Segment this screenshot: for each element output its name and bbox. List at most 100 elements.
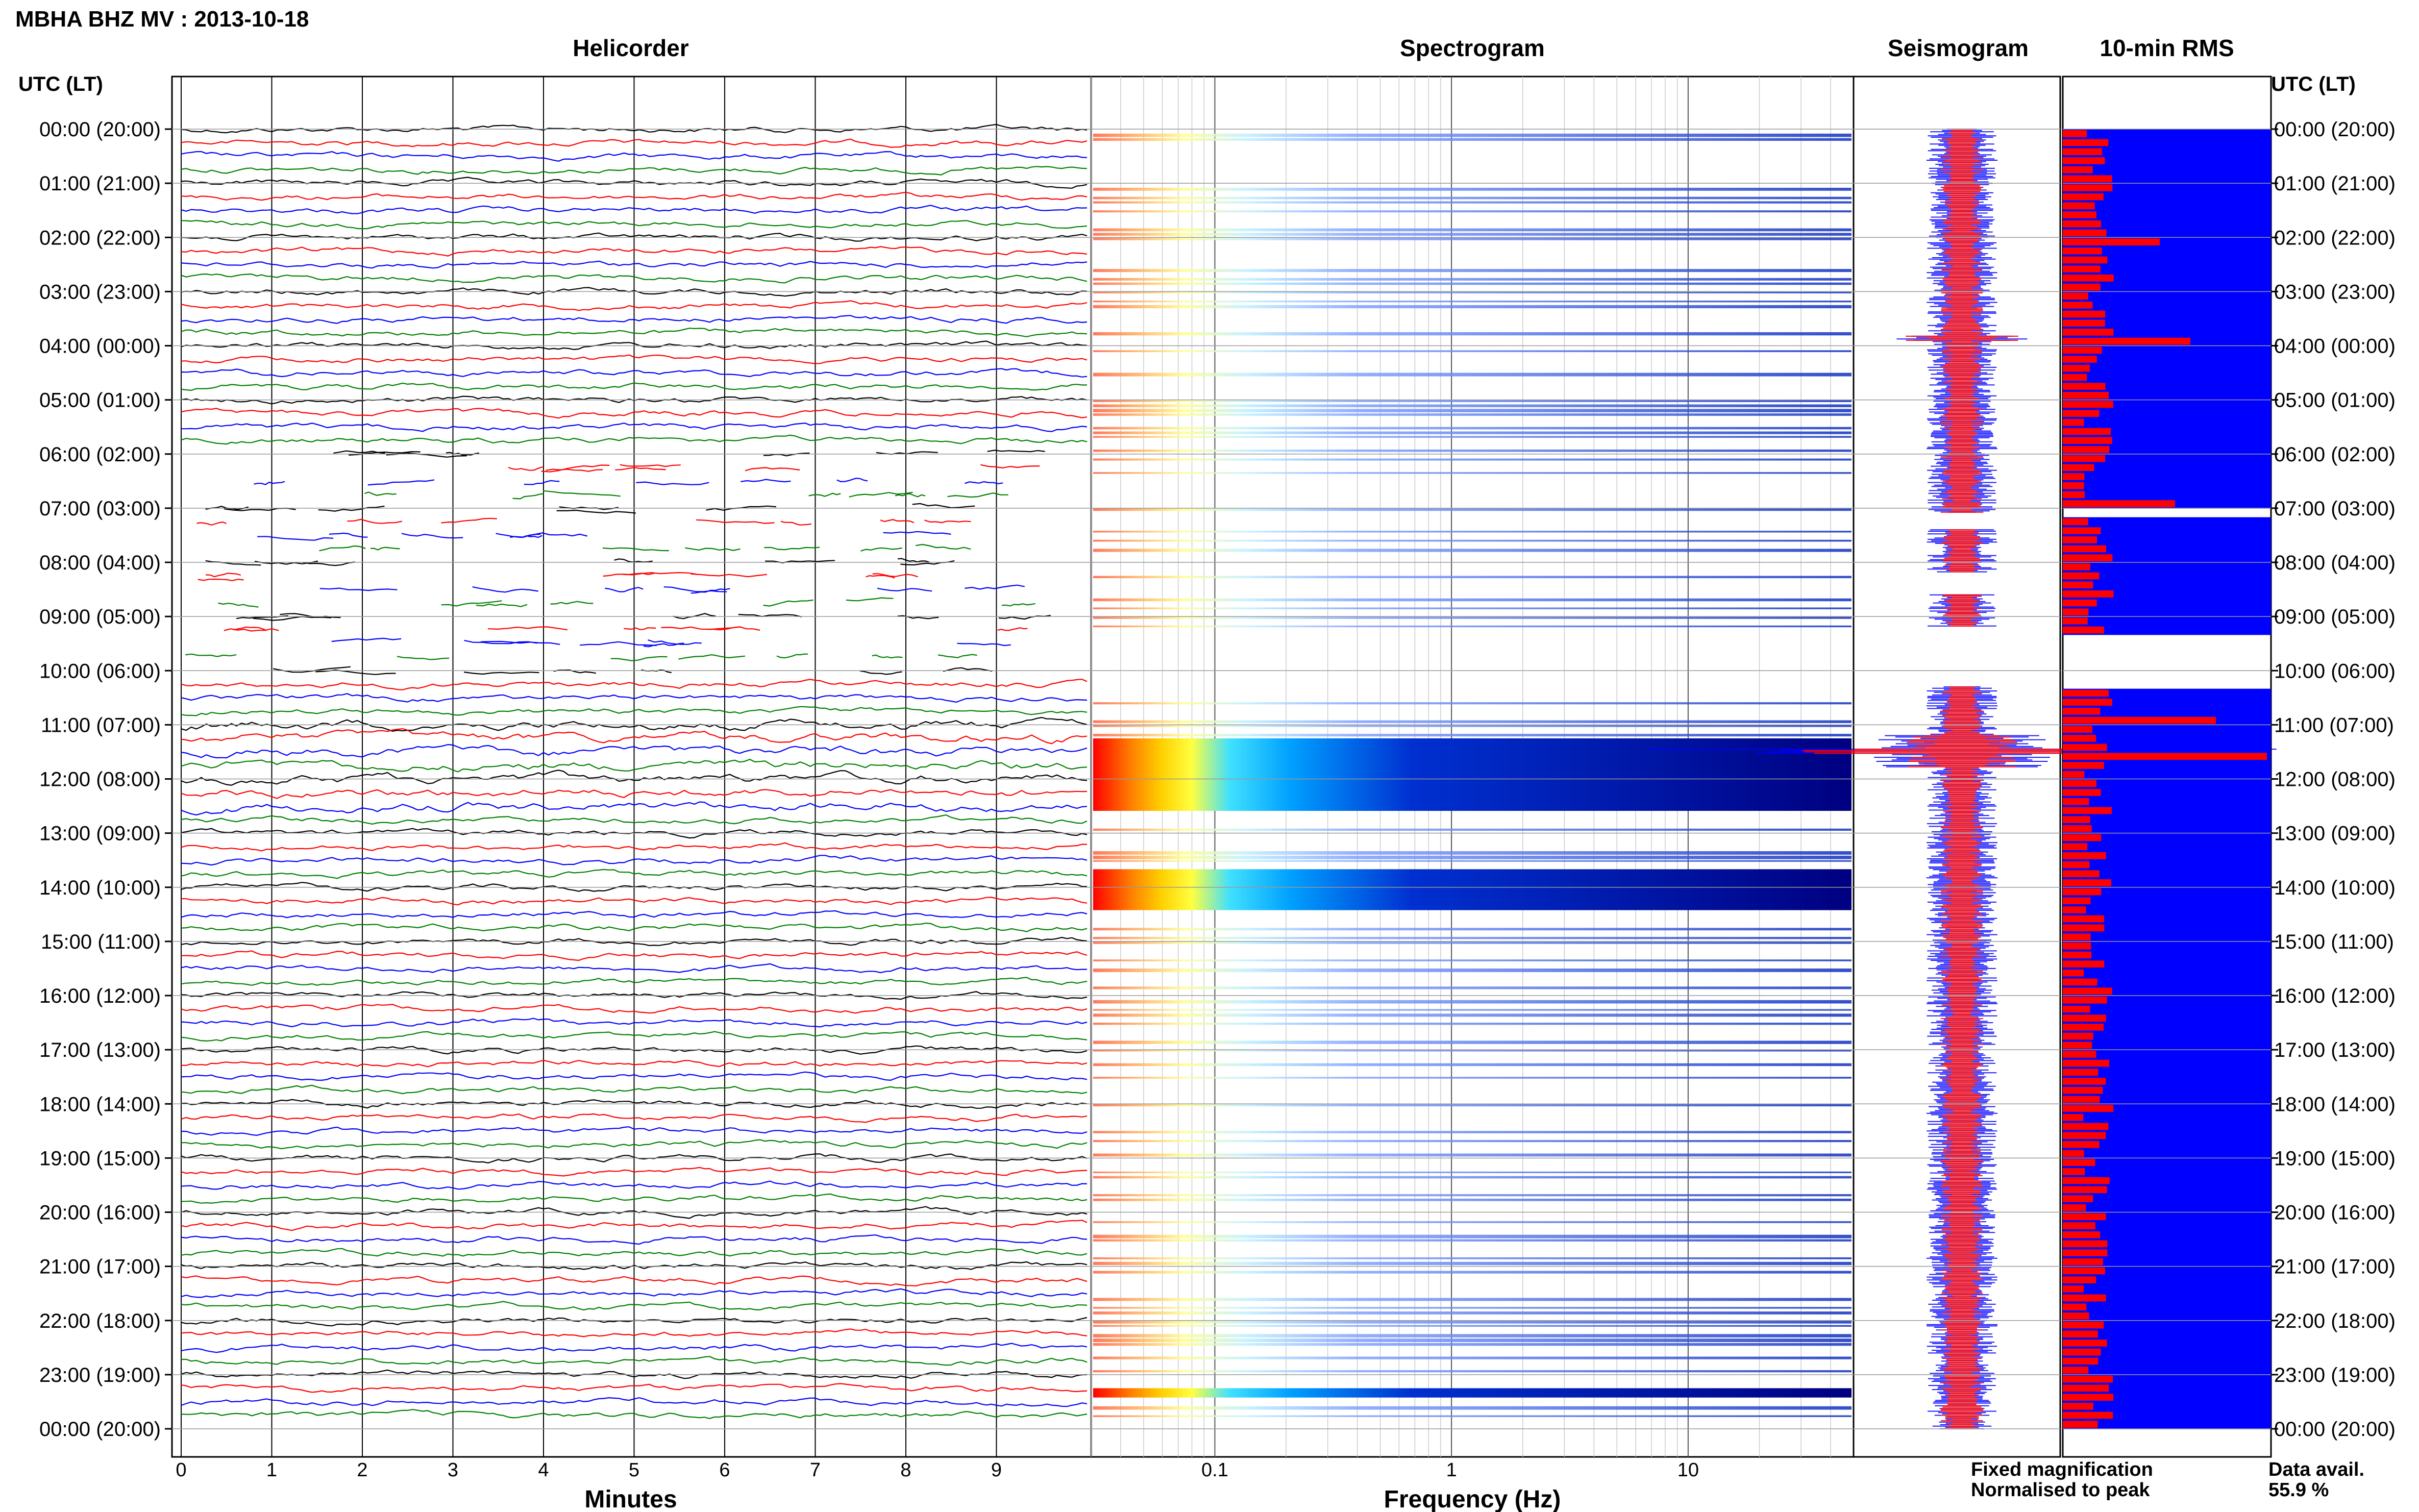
- helicorder-trace: [319, 545, 366, 552]
- helicorder-trace: [181, 693, 1088, 703]
- left-time-label: 17:00 (13:00): [39, 1039, 161, 1061]
- right-time-label: 01:00 (21:00): [2274, 172, 2396, 195]
- helicorder-trace: [257, 536, 334, 541]
- helicorder-trace: [776, 653, 808, 659]
- rms-bar: [2063, 861, 2090, 869]
- rms-background-row: [2063, 1366, 2271, 1375]
- rms-background-row: [2063, 914, 2271, 924]
- rms-bar: [2063, 816, 2090, 823]
- helicorder-trace: [181, 1397, 1088, 1407]
- helicorder-trace: [872, 654, 903, 659]
- legend-normalised-to-peak: Normalised to peak: [1971, 1479, 2150, 1501]
- right-time-label: 09:00 (05:00): [2274, 606, 2396, 628]
- helicorder-trace: [181, 855, 1088, 866]
- rms-background-row: [2063, 887, 2271, 897]
- spectrogram-row: [1093, 891, 1852, 897]
- helicorder-trace: [937, 654, 977, 658]
- spectrogram-row: [1093, 1077, 1852, 1079]
- helicorder-trace: [849, 491, 913, 498]
- rms-background-row: [2063, 815, 2271, 825]
- spectrogram-row: [1093, 291, 1852, 293]
- helicorder-xtick-label: 4: [538, 1459, 549, 1481]
- rms-bar: [2063, 1086, 2103, 1094]
- helicorder-trace: [624, 627, 656, 630]
- spectrogram-row: [1093, 233, 1852, 236]
- helicorder-trace: [947, 492, 1008, 498]
- rms-bar: [2063, 310, 2106, 318]
- right-time-label: 12:00 (08:00): [2274, 769, 2396, 791]
- spectrogram-row: [1093, 779, 1852, 784]
- rms-bar: [2063, 319, 2105, 327]
- helicorder-trace: [181, 1004, 1088, 1014]
- rms-background-row: [2063, 1158, 2271, 1168]
- rms-background-row: [2063, 571, 2271, 581]
- helicorder-trace: [181, 1220, 1088, 1231]
- helicorder-trace: [605, 586, 644, 592]
- helicorder-trace: [181, 1071, 1088, 1081]
- right-time-label: 23:00 (19:00): [2274, 1364, 2396, 1386]
- spectrogram-row: [1093, 770, 1852, 775]
- spectrogram-row: [1093, 449, 1852, 452]
- rms-background-row: [2063, 328, 2271, 337]
- helicorder-trace: [181, 408, 1088, 419]
- spectrogram-row: [1093, 539, 1852, 542]
- rms-background-row: [2063, 1050, 2271, 1059]
- rms-background-row: [2063, 490, 2271, 500]
- spectrogram-row: [1093, 409, 1852, 412]
- rms-background-row: [2063, 291, 2271, 301]
- helicorder-trace: [181, 1180, 1088, 1190]
- rms-background-row: [2063, 761, 2271, 771]
- rms-bar: [2063, 229, 2107, 237]
- helicorder-trace: [181, 897, 1088, 906]
- helicorder-trace: [556, 509, 636, 514]
- spectrogram-row: [1093, 1406, 1852, 1410]
- spectrogram-row: [1093, 1298, 1852, 1301]
- rms-background-row: [2063, 418, 2271, 428]
- right-time-label: 16:00 (12:00): [2274, 985, 2396, 1007]
- rms-background-row: [2063, 390, 2271, 401]
- right-time-label: 13:00 (09:00): [2274, 823, 2396, 845]
- rms-background-row: [2063, 129, 2271, 139]
- spectrogram-row: [1093, 1176, 1852, 1179]
- rms-background-row: [2063, 698, 2271, 707]
- helicorder-trace: [546, 468, 603, 472]
- rms-bar: [2063, 428, 2111, 435]
- rms-background-row: [2063, 1212, 2271, 1222]
- spectrogram-row: [1093, 1339, 1852, 1343]
- rms-background-row: [2063, 1140, 2271, 1150]
- rms-bar: [2063, 247, 2102, 255]
- helicorder-trace: [319, 587, 398, 591]
- rms-bar: [2063, 1059, 2110, 1067]
- left-time-label: 20:00 (16:00): [39, 1202, 161, 1224]
- spectrogram-row: [1093, 1221, 1852, 1223]
- helicorder-xtick-label: 6: [719, 1459, 730, 1481]
- left-time-label: 16:00 (12:00): [39, 985, 161, 1007]
- helicorder-trace: [997, 627, 1028, 631]
- rms-background-row: [2063, 355, 2271, 364]
- left-time-label: 12:00 (08:00): [39, 769, 161, 791]
- spectrogram-row: [1093, 508, 1852, 511]
- helicorder-trace: [181, 382, 1088, 391]
- rms-bar: [2063, 933, 2091, 940]
- rms-bar: [2063, 148, 2103, 156]
- rms-background-row: [2063, 842, 2271, 852]
- rms-background-row: [2063, 607, 2271, 617]
- rms-background-row: [2063, 1058, 2271, 1069]
- rms-bar: [2063, 825, 2092, 832]
- rms-background-row: [2063, 1275, 2271, 1285]
- helicorder-trace: [512, 493, 544, 500]
- rms-background-row: [2063, 851, 2271, 861]
- rms-bar: [2063, 780, 2096, 787]
- spectrogram-xtick-label: 0.1: [1201, 1459, 1228, 1481]
- rms-background-row: [2063, 454, 2271, 464]
- rms-bar: [2063, 915, 2104, 923]
- helicorder-trace: [181, 273, 1088, 284]
- rms-bar: [2063, 374, 2087, 381]
- rms-background-row: [2063, 734, 2271, 743]
- rms-background-row: [2063, 833, 2271, 843]
- rms-bar: [2063, 997, 2107, 1004]
- helicorder-trace: [181, 434, 1088, 445]
- rms-background-row: [2063, 282, 2271, 292]
- rms-background-row: [2063, 526, 2271, 536]
- helicorder-trace: [877, 587, 932, 592]
